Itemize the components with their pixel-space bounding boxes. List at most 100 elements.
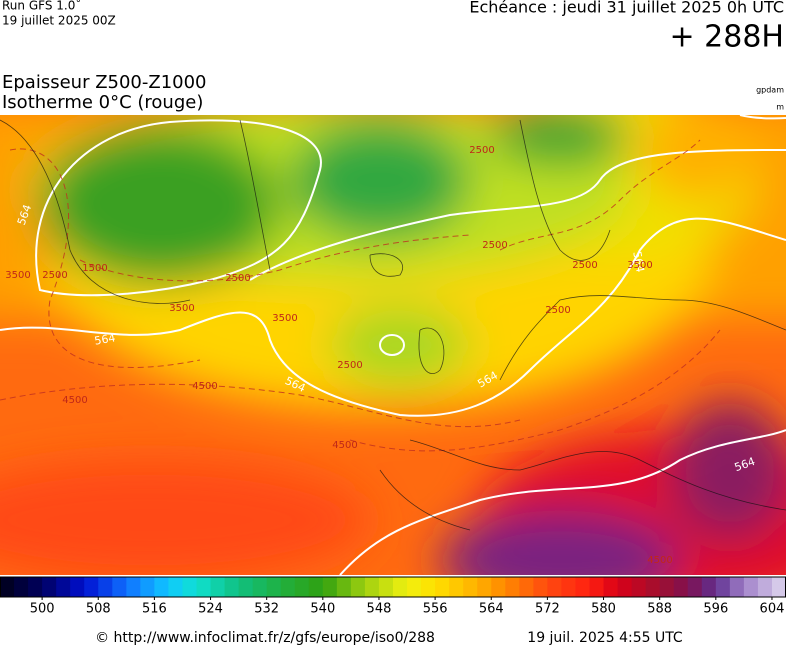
isotherm-label: 2500 [225,273,250,284]
isotherm-label: 2500 [337,360,362,371]
colorbar-swatch [659,577,675,597]
colorbar-swatch [575,577,590,597]
colorbar-swatch [603,577,619,597]
colorbar-swatch [266,577,282,597]
colorbar-swatch [729,577,745,597]
isotherm-label: 3500 [627,260,652,271]
isotherm-label: 3500 [272,313,297,324]
isotherm-label: 4500 [192,381,217,392]
colorbar-label: 532 [254,602,279,617]
unit: m [776,103,784,112]
colorbar-swatch [252,577,268,597]
colorbar-swatch [631,577,647,597]
isotherm-label: 2500 [482,240,507,251]
colorbar-swatch [210,577,226,597]
colorbar-swatch [519,577,534,597]
isotherm-label: 2500 [545,305,570,316]
colorbar-swatch [687,577,703,597]
isotherm-label: 4500 [332,440,357,451]
colorbar-swatch [673,577,689,597]
isotherm-label: 1500 [82,263,107,274]
colorbar-swatch [336,577,352,597]
colorbar-label: 508 [86,602,111,617]
colorbar-label: 604 [760,602,785,617]
colorbar-swatch [140,577,155,597]
lead-time: + 288H [670,20,785,55]
colorbar-swatch [196,577,212,597]
colorbar-swatch [70,577,85,597]
colorbar-swatch [407,577,422,597]
run-date: 19 juillet 2025 00Z [2,14,116,28]
colorbar: 500 508 516 524 532 540 548 556 564 572 580 588 596 6… [0,576,786,617]
isotherm-label: 4500 [62,395,87,406]
colorbar-swatch [645,577,661,597]
isotherm-label: 3500 [5,270,30,281]
colorbar-label: 548 [367,602,392,617]
colorbar-swatch [378,577,394,597]
colorbar-label: 524 [198,602,223,617]
colorbar-swatch [533,577,548,597]
colorbar-swatch [701,577,717,597]
colorbar-swatch [421,577,436,597]
colorbar-swatch [322,577,338,597]
title-line2: Isotherme 0°C (rouge) [2,92,203,113]
colorbar-swatch [126,577,141,597]
colorbar-label: 516 [142,602,167,617]
colorbar-label: 500 [30,602,55,617]
isotherm-contours [0,139,721,452]
colorbar-swatch [28,577,43,597]
isotherm-label: 2500 [42,270,67,281]
colorbar-label: 564 [479,602,504,617]
colorbar-swatch [561,577,576,597]
colorbar-swatch [308,577,324,597]
colorbar-swatch [364,577,380,597]
colorbar-swatch [112,577,127,597]
thickness-contours [0,115,786,575]
colorbar-label: 540 [310,602,335,617]
colorbar-swatch [617,577,633,597]
colorbar-swatch [505,577,520,597]
colorbar-swatch [547,577,562,597]
colorbar-swatch [224,577,240,597]
colorbar-label: 588 [647,602,672,617]
colorbar-swatch [154,577,169,597]
isotherm-label: 3500 [169,303,194,314]
colorbar-swatch [757,577,773,597]
colorbar-swatch [463,577,478,597]
colorbar-swatch [84,577,99,597]
colorbar-swatch [42,577,57,597]
run-label: Run GFS 1.0˚ [2,0,81,13]
colorbar-swatch [168,577,183,597]
colorbar-swatch [449,577,464,597]
colorbar-swatch [589,577,605,597]
colorbar-label: 596 [703,602,728,617]
colorbar-swatch [14,577,29,597]
footer-url: © http://www.infoclimat.fr/z/gfs/europe/… [95,630,435,646]
colorbar-swatch [294,577,310,597]
colorbar-swatch [771,577,786,597]
colorbar-swatch [350,577,366,597]
echeance: Echéance : jeudi 31 juillet 2025 0h UTC [469,0,784,17]
unit: gpdam [756,86,784,95]
map [0,115,786,575]
coastlines [0,119,786,531]
colorbar-swatch [182,577,197,597]
isotherm-label: 2500 [572,260,597,271]
colorbar-swatch [477,577,492,597]
colorbar-swatch [435,577,450,597]
colorbar-swatch [491,577,506,597]
colorbar-label: 572 [535,602,560,617]
colorbar-label: 580 [591,602,616,617]
colorbar-swatch [98,577,113,597]
colorbar-swatch [280,577,296,597]
colorbar-swatch [743,577,759,597]
isotherm-label: 2500 [469,145,494,156]
thickness-label: 564 [93,331,116,347]
footer-timestamp: 19 juil. 2025 4:55 UTC [527,630,683,646]
colorbar-label: 556 [423,602,448,617]
isotherm-label: 4500 [647,555,672,566]
colorbar-swatch [393,577,408,597]
title-line1: Epaisseur Z500-Z1000 [2,72,207,93]
colorbar-swatch [238,577,254,597]
